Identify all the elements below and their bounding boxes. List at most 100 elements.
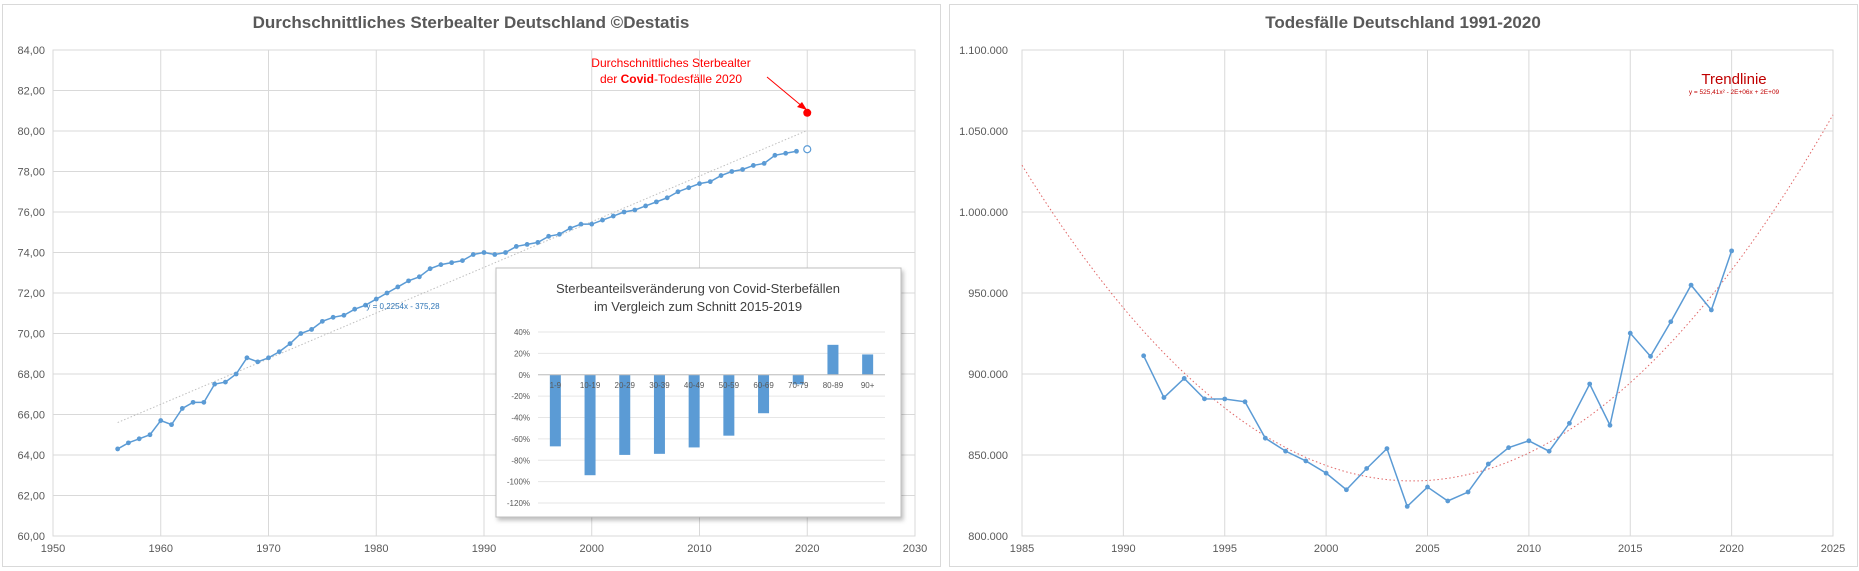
data-point	[1344, 487, 1349, 493]
y-tick-label: 1.000.000	[959, 207, 1008, 219]
inset-bar	[619, 374, 631, 455]
x-tick-label: 1990	[1111, 543, 1135, 555]
inset-category-label: 40-49	[684, 381, 705, 390]
data-point	[201, 399, 207, 405]
data-point	[557, 231, 562, 237]
data-point	[319, 318, 325, 324]
data-point	[136, 436, 142, 442]
inset-category-label: 20-29	[615, 381, 636, 390]
x-tick-label: 1980	[364, 543, 388, 555]
data-point	[1668, 319, 1674, 325]
data-point	[783, 150, 789, 156]
trendline	[1021, 114, 1834, 482]
inset-category-label: 70-79	[788, 381, 809, 390]
data-point	[654, 199, 659, 205]
data-point	[535, 239, 541, 245]
data-point	[352, 306, 358, 312]
data-point	[1161, 395, 1167, 400]
axis-ticks: 60,00 62,00 64,00 66,00 68,00 70,00 72,00 74,00…	[17, 45, 927, 555]
data-point	[212, 381, 218, 387]
x-tick-label: 1950	[41, 543, 65, 555]
data-point	[276, 349, 282, 355]
x-tick-label: 2010	[687, 543, 711, 555]
x-tick-label: 1990	[472, 543, 496, 555]
annotation-prefix: der	[600, 72, 621, 86]
chart-sterbealter: Durchschnittliches Sterbealter Deutschla…	[17, 13, 927, 555]
data-point	[1181, 376, 1187, 381]
series-line	[117, 150, 797, 450]
data-point	[1465, 489, 1471, 495]
data-point	[761, 161, 767, 166]
data-point	[729, 169, 735, 174]
data-point	[589, 221, 595, 227]
data-point	[546, 233, 552, 239]
data-point	[416, 274, 422, 280]
inset-chart: Sterbeanteilsveränderung von Covid-Sterb…	[495, 267, 902, 518]
inset-category-label: 60-69	[753, 381, 774, 390]
data-point	[287, 341, 293, 347]
inset-category-label: 30-39	[649, 381, 670, 390]
y-tick-label: 72,00	[17, 288, 45, 300]
data-point	[707, 179, 713, 185]
y-tick-label: 1.100.000	[959, 45, 1008, 57]
data-point	[255, 359, 261, 365]
inset-bar	[862, 354, 874, 375]
data-point	[1587, 381, 1593, 387]
y-tick-label: 64,00	[17, 450, 45, 462]
data-point	[158, 418, 164, 423]
data-point	[438, 262, 444, 268]
annotation-line2: der Covid-Todesfälle 2020	[600, 72, 742, 86]
inset-bar	[653, 374, 665, 454]
gridlines	[52, 49, 916, 537]
data-point	[740, 167, 745, 172]
y-tick-label: 78,00	[17, 167, 45, 179]
inset-category-label: 1-9	[550, 381, 562, 390]
projection-point	[803, 145, 812, 154]
trendline-path	[1021, 114, 1834, 482]
data-point	[675, 189, 681, 195]
data-point	[373, 296, 379, 302]
data-point	[1607, 422, 1613, 428]
inset-bar	[758, 374, 770, 414]
data-point	[1283, 448, 1288, 454]
y-tick-label: 84,00	[17, 45, 45, 57]
data-point	[1506, 445, 1511, 451]
inset-gridlines: 40% 20% 0% -20% -40% -60% -80% -100% -120%	[507, 328, 885, 508]
data-point	[794, 148, 799, 154]
data-point	[524, 242, 530, 247]
data-point	[643, 203, 649, 209]
data-point	[664, 195, 670, 201]
data-point	[513, 244, 519, 249]
y-tick-label: 62,00	[17, 491, 45, 503]
inset-category-label: 80-89	[823, 381, 844, 390]
y-tick-label: 66,00	[17, 410, 45, 422]
data-point	[1627, 330, 1633, 336]
x-tick-label: 2020	[795, 543, 819, 555]
data-point	[1141, 353, 1147, 359]
covid-point	[803, 108, 812, 117]
data-point	[1567, 420, 1572, 426]
data-point	[503, 250, 508, 255]
inset-bar	[549, 374, 561, 447]
trendline	[117, 129, 808, 424]
data-point	[772, 152, 778, 158]
inset-y-tick-label: 20%	[514, 349, 530, 358]
y-tick-label: 76,00	[17, 207, 45, 219]
data-point	[427, 266, 433, 272]
data-point	[621, 209, 627, 215]
inset-bars: 1-9 10-19 20-29 30-39 40-49 50-59 60-69 70-79 80…	[538, 344, 885, 476]
data-point	[1445, 498, 1451, 504]
data-point	[578, 221, 584, 227]
data-point	[309, 327, 314, 332]
data-point	[406, 278, 411, 284]
data-point	[330, 314, 336, 320]
chart-title: Todesfälle Deutschland 1991-2020	[1265, 13, 1541, 32]
data-point	[1242, 399, 1248, 405]
inset-bar	[827, 344, 839, 375]
chart-todesfaelle: Todesfälle Deutschland 1991-2020 800.000…	[959, 13, 1845, 555]
x-tick-label: 2005	[1415, 543, 1439, 555]
data-point	[567, 225, 573, 231]
trendline-title: Trendlinie	[1701, 71, 1766, 88]
data-point	[341, 312, 347, 318]
data-point	[169, 422, 174, 428]
